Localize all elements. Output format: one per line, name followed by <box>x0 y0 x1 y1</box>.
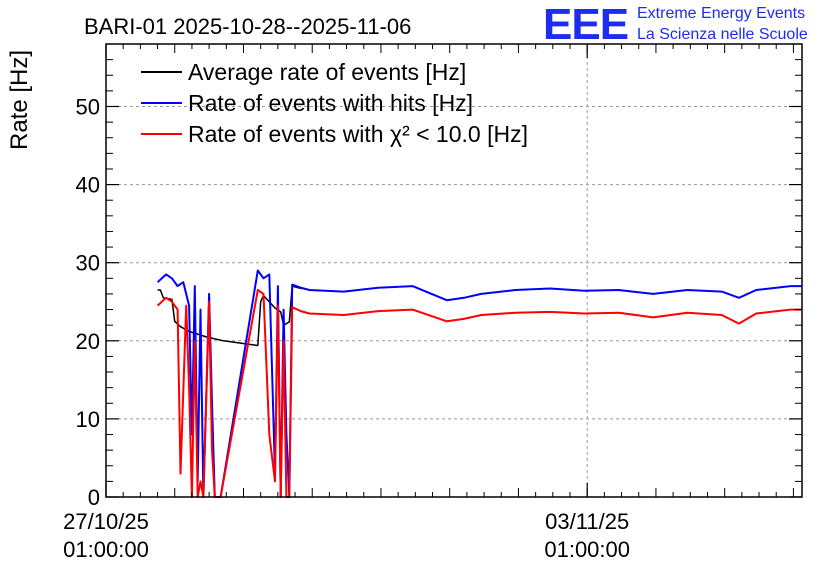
chart-title: BARI-01 2025-10-28--2025-11-06 <box>84 14 411 39</box>
x-tick-label-time: 01:00:00 <box>63 537 149 562</box>
x-tick-label-time: 01:00:00 <box>544 537 630 562</box>
y-tick-label: 0 <box>88 485 100 510</box>
series-line-1 <box>157 285 307 347</box>
tick-labels: 0 10 20 30 40 50 27/10/25 01:00:00 03/11/25 01:00… <box>63 94 630 562</box>
series-layer <box>156 269 802 498</box>
y-tick-label: 10 <box>76 407 100 432</box>
eee-logo-line1: Extreme Energy Events <box>637 5 805 22</box>
series-line-3 <box>156 289 802 498</box>
y-tick-label: 40 <box>76 173 100 198</box>
axis-ticks <box>105 43 802 498</box>
y-tick-label: 30 <box>76 251 100 276</box>
legend: Average rate of events [Hz] Rate of event… <box>141 59 528 147</box>
y-tick-label: 20 <box>76 329 100 354</box>
x-tick-label-date: 27/10/25 <box>63 509 149 534</box>
x-tick-label-date: 03/11/25 <box>545 509 629 534</box>
y-axis-label: Rate [Hz] <box>6 50 33 150</box>
eee-logo-line2: La Scienza nelle Scuole <box>637 26 808 43</box>
legend-label-2: Rate of events with hits [Hz] <box>188 90 473 116</box>
legend-label-3: Rate of events with χ² < 10.0 [Hz] <box>188 121 528 147</box>
eee-logo: EEE Extreme Energy Events La Scienza nel… <box>543 0 808 49</box>
y-tick-label: 50 <box>76 94 100 119</box>
eee-logo-letters: EEE <box>543 0 628 49</box>
plot-frame <box>105 43 803 498</box>
legend-label-1: Average rate of events [Hz] <box>188 59 466 85</box>
